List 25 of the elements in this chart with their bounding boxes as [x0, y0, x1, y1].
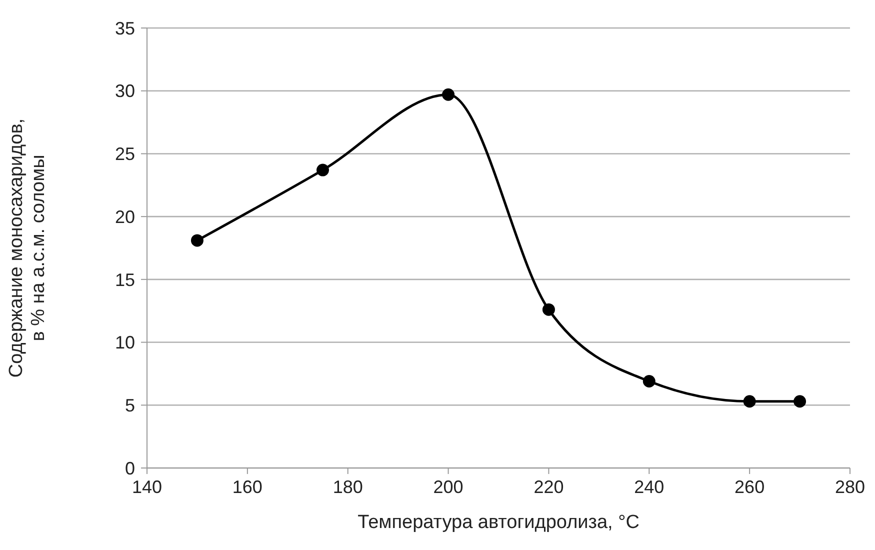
y-axis-title: Содержание моносахаридов, в % на а.с.м. соломы — [6, 118, 49, 378]
y-tick-label: 30 — [114, 81, 135, 102]
x-tick-label: 280 — [834, 476, 866, 497]
x-tick-label: 260 — [734, 476, 765, 497]
y-tick-label: 5 — [124, 396, 135, 416]
x-axis-title: Температура автогидролиза, °C — [358, 512, 640, 533]
point — [743, 395, 756, 408]
y-tick-label: 25 — [114, 144, 135, 164]
point — [190, 234, 204, 247]
y-tick-label: 0 — [124, 458, 135, 478]
point — [794, 395, 806, 408]
x-tick-label: 220 — [534, 476, 564, 497]
point — [642, 375, 656, 388]
x-tick-label: 200 — [433, 476, 464, 497]
y-tick-label: 35 — [114, 18, 135, 38]
y-tick-label: 10 — [114, 332, 135, 353]
x-tick-label: 240 — [634, 476, 664, 497]
x-tick-label: 180 — [332, 476, 363, 497]
y-tick-label: 15 — [114, 270, 135, 290]
point — [442, 88, 455, 101]
x-tick-label: 140 — [132, 476, 162, 497]
point — [542, 303, 555, 316]
x-tick-label: 160 — [232, 476, 262, 497]
point — [316, 164, 329, 176]
y-tick-label: 20 — [114, 206, 135, 227]
